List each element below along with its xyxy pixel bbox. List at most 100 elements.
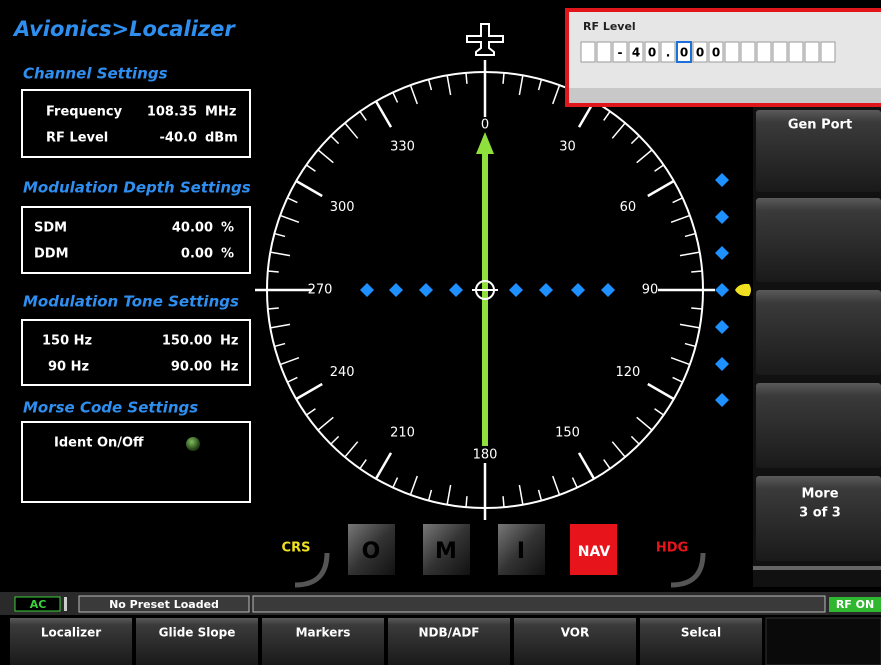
compass-label: 300 xyxy=(330,200,355,215)
digit-cell[interactable] xyxy=(596,41,612,63)
compass-label: 270 xyxy=(308,283,333,298)
compass-tick xyxy=(465,72,468,84)
row-label: 90 Hz xyxy=(48,360,89,375)
side-button[interactable] xyxy=(756,290,881,375)
preset-label: No Preset Loaded xyxy=(109,598,219,611)
tab[interactable] xyxy=(262,618,384,665)
tab[interactable] xyxy=(388,618,510,665)
compass-tick xyxy=(392,92,399,103)
digit-cell[interactable] xyxy=(756,41,772,63)
compass-tick xyxy=(518,75,524,96)
tab-bar: Localizer Glide Slope Markers NDB/ADF VOR Sel… xyxy=(0,615,881,665)
compass-tick xyxy=(427,79,433,91)
marker-m xyxy=(423,524,470,575)
section-title: Modulation Depth Settings xyxy=(23,179,251,197)
side-button[interactable] xyxy=(756,110,881,192)
rf-on-label: RF ON xyxy=(836,598,874,611)
deviation-dot xyxy=(715,246,729,260)
tab-label: Localizer xyxy=(41,626,101,640)
deviation-dot xyxy=(715,357,729,371)
side-button[interactable] xyxy=(756,383,881,468)
digit-char: - xyxy=(618,46,623,60)
compass-label: 90 xyxy=(642,283,659,298)
row-label: Frequency xyxy=(46,105,123,120)
deviation-dot xyxy=(715,393,729,407)
row-value: 40.00 xyxy=(172,221,213,236)
compass: 0 30 60 90 120 150 180 210 240 270 300 330 xyxy=(255,60,715,520)
digit-cell[interactable] xyxy=(772,41,788,63)
compass-tick xyxy=(603,459,611,470)
tab[interactable] xyxy=(136,618,258,665)
deviation-dot xyxy=(360,283,374,297)
digit-cell[interactable] xyxy=(724,41,740,63)
status-sep xyxy=(64,597,67,611)
compass-tick xyxy=(502,72,505,84)
ident-led[interactable] xyxy=(186,437,200,451)
deviation-dot xyxy=(509,283,523,297)
compass-tick xyxy=(330,135,340,145)
digit-cell[interactable] xyxy=(644,41,660,63)
hdg-arc xyxy=(670,552,706,588)
tab-empty xyxy=(765,617,881,665)
tab-label: VOR xyxy=(561,626,590,640)
tab[interactable] xyxy=(10,618,132,665)
compass-tick xyxy=(295,382,323,401)
digit-cell[interactable] xyxy=(628,41,644,63)
settings-box xyxy=(21,89,251,158)
digit-cell[interactable] xyxy=(788,41,804,63)
row-value: 0.00 xyxy=(181,247,213,262)
marker-i-label: I xyxy=(517,539,525,564)
compass-tick xyxy=(611,122,626,139)
side-button[interactable] xyxy=(756,476,881,561)
section-title: Modulation Tone Settings xyxy=(23,293,239,311)
compass-tick xyxy=(274,342,286,348)
section-title: Morse Code Settings xyxy=(23,399,198,417)
compass-tick xyxy=(446,75,452,96)
digit-cell[interactable] xyxy=(676,41,692,63)
compass-tick xyxy=(672,376,683,383)
plane-icon xyxy=(466,23,504,56)
compass-tick xyxy=(670,357,691,366)
compass-tick xyxy=(267,307,279,310)
compass-tick xyxy=(374,452,393,480)
deviation-dot xyxy=(419,283,433,297)
compass-tick xyxy=(279,214,300,223)
digit-cell[interactable] xyxy=(692,41,708,63)
popup-footer xyxy=(569,88,881,103)
compass-tick xyxy=(317,416,334,431)
digit-cell[interactable] xyxy=(612,41,628,63)
compass-tick xyxy=(654,164,665,172)
compass-label: 150 xyxy=(555,425,580,440)
row-label: RF Level xyxy=(46,131,108,146)
side-button[interactable] xyxy=(756,198,881,282)
digit-cell[interactable] xyxy=(708,41,724,63)
compass-tick xyxy=(274,232,286,238)
compass-label: 120 xyxy=(615,365,640,380)
digit-cell[interactable] xyxy=(740,41,756,63)
compass-label: 330 xyxy=(390,140,415,155)
deviation-dot xyxy=(539,283,553,297)
row-value: 150.00 xyxy=(162,334,212,349)
compass-tick xyxy=(552,475,561,496)
side-divider xyxy=(753,566,881,570)
deviation-dot xyxy=(715,173,729,187)
row-unit: MHz xyxy=(205,105,236,120)
digit-cell[interactable] xyxy=(580,41,596,63)
digit-char: 0 xyxy=(696,46,704,60)
tab[interactable] xyxy=(514,618,636,665)
settings-box xyxy=(21,421,251,503)
compass-label: 240 xyxy=(330,365,355,380)
tab[interactable] xyxy=(640,618,762,665)
digit-cell[interactable] xyxy=(660,41,676,63)
digit-cell[interactable] xyxy=(820,41,836,63)
digit-cell[interactable] xyxy=(804,41,820,63)
compass-tick xyxy=(611,441,626,458)
compass-label: 0 xyxy=(481,118,489,133)
digit-char: 0 xyxy=(712,46,720,60)
compass-tick xyxy=(679,323,700,329)
ac-label: AC xyxy=(30,598,47,611)
deviation-dot xyxy=(601,283,615,297)
compass-tick xyxy=(654,408,665,416)
row-label: 150 Hz xyxy=(42,334,92,349)
